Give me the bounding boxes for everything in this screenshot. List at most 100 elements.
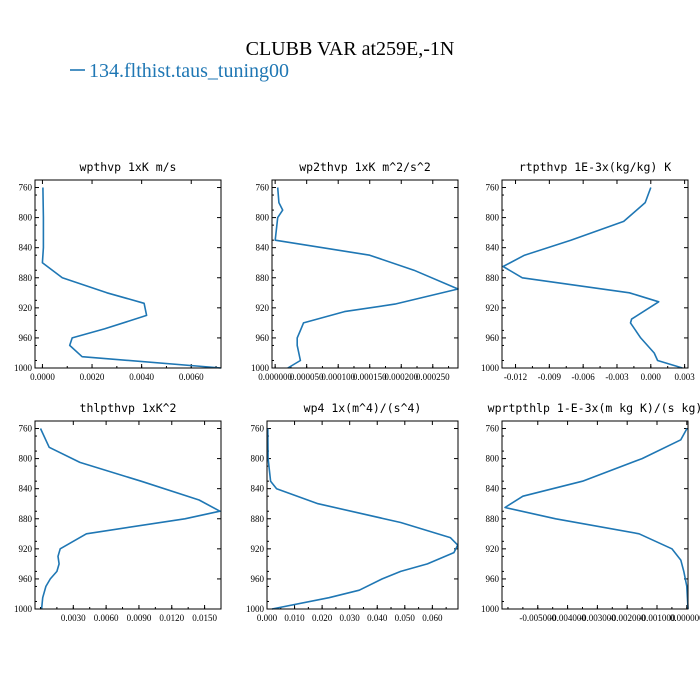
y-tick-label: 1000 bbox=[14, 604, 33, 614]
x-tick-label: 0.000050 bbox=[290, 372, 324, 382]
x-tick-label: 0.0060 bbox=[94, 613, 119, 623]
x-tick-label: 0.000000 bbox=[670, 613, 700, 623]
y-tick-label: 760 bbox=[251, 424, 265, 434]
x-tick-label: -0.005000 bbox=[519, 613, 556, 623]
panel-3: rtpthvp 1E-3x(kg/kg) K 760 800 840 880 920 960… bbox=[481, 160, 695, 382]
x-tick-label: 0.010 bbox=[284, 613, 305, 623]
y-tick-label: 840 bbox=[19, 484, 33, 494]
y-tick-label: 880 bbox=[486, 514, 500, 524]
plot-frame bbox=[271, 179, 459, 369]
plot-frame bbox=[501, 420, 689, 610]
x-tick-label: 0.000000 bbox=[258, 372, 292, 382]
x-tick-label: 0.000 bbox=[257, 613, 278, 623]
plot-frame bbox=[34, 179, 222, 369]
y-tick-label: 880 bbox=[19, 273, 33, 283]
y-tick-label: 760 bbox=[19, 424, 33, 434]
y-tick-label: 1000 bbox=[481, 604, 500, 614]
panel-title: wp4 1x(m^4)/(s^4) bbox=[304, 401, 422, 415]
y-tick-label: 880 bbox=[19, 514, 33, 524]
y-tick-label: 760 bbox=[486, 183, 500, 193]
x-tick-label: 0.060 bbox=[422, 613, 443, 623]
y-tick-label: 960 bbox=[486, 333, 500, 343]
y-tick-label: 800 bbox=[19, 213, 33, 223]
y-tick-label: 920 bbox=[256, 303, 270, 313]
series-line bbox=[39, 428, 221, 610]
series-line bbox=[504, 428, 689, 610]
y-tick-label: 960 bbox=[486, 574, 500, 584]
panel-title: wp2thvp 1xK m^2/s^2 bbox=[299, 160, 431, 174]
plot-frame bbox=[266, 420, 459, 610]
y-tick-label: 960 bbox=[256, 333, 270, 343]
panel-4: thlpthvp 1xK^2 760 800 840 880 920 960 1000 0.00… bbox=[14, 401, 222, 623]
y-tick-label: 840 bbox=[251, 484, 265, 494]
y-tick-label: 1000 bbox=[14, 363, 33, 373]
series-line bbox=[41, 187, 222, 369]
y-tick-label: 760 bbox=[19, 183, 33, 193]
y-tick-label: 840 bbox=[486, 243, 500, 253]
x-tick-label: 0.000250 bbox=[416, 372, 450, 382]
x-tick-label: 0.000150 bbox=[353, 372, 387, 382]
x-tick-label: -0.003 bbox=[605, 372, 629, 382]
y-tick-label: 800 bbox=[251, 454, 265, 464]
x-tick-label: -0.004000 bbox=[549, 613, 586, 623]
y-tick-label: 800 bbox=[486, 213, 500, 223]
x-tick-label: -0.009 bbox=[538, 372, 562, 382]
x-tick-label: 0.0040 bbox=[129, 372, 154, 382]
y-tick-label: 1000 bbox=[481, 363, 500, 373]
y-tick-label: 800 bbox=[486, 454, 500, 464]
x-tick-label: 0.0000 bbox=[30, 372, 55, 382]
x-tick-label: 0.000 bbox=[641, 372, 662, 382]
x-tick-label: 0.0060 bbox=[179, 372, 204, 382]
y-tick-label: 960 bbox=[19, 574, 33, 584]
plot-frame bbox=[34, 420, 222, 610]
panels: wpthvp 1xK m/s76080084088092096010000.00… bbox=[14, 160, 700, 623]
y-tick-label: 920 bbox=[19, 544, 33, 554]
y-tick-label: 840 bbox=[256, 243, 270, 253]
y-tick-label: 800 bbox=[256, 213, 270, 223]
y-tick-label: 760 bbox=[256, 183, 270, 193]
series-line bbox=[502, 187, 683, 369]
panel-6: wprtpthlp 1-E-3x(m kg K)/(s kg) 760 800 840… bbox=[481, 401, 700, 623]
y-tick-label: 920 bbox=[486, 544, 500, 554]
x-tick-label: 0.0020 bbox=[80, 372, 105, 382]
x-tick-label: -0.002000 bbox=[609, 613, 646, 623]
y-tick-label: 960 bbox=[19, 333, 33, 343]
x-tick-label: -0.003000 bbox=[579, 613, 616, 623]
y-tick-label: 920 bbox=[251, 544, 265, 554]
y-tick-label: 880 bbox=[486, 273, 500, 283]
panel-title: wpthvp 1xK m/s bbox=[80, 160, 177, 174]
x-tick-label: 0.050 bbox=[395, 613, 416, 623]
x-tick-label: 0.030 bbox=[340, 613, 361, 623]
panel-5: wp4 1x(m^4)/(s^4)76080084088092096010000… bbox=[246, 401, 459, 623]
y-tick-label: 840 bbox=[19, 243, 33, 253]
figure-title: CLUBB VAR at259E,-1N bbox=[246, 38, 455, 60]
y-tick-label: 920 bbox=[486, 303, 500, 313]
y-tick-label: 760 bbox=[486, 424, 500, 434]
x-tick-label: 0.020 bbox=[312, 613, 333, 623]
y-tick-label: 840 bbox=[486, 484, 500, 494]
legend-label: 134.flthist.taus_tuning00 bbox=[89, 60, 289, 82]
y-tick-label: 880 bbox=[251, 514, 265, 524]
plot-frame bbox=[501, 179, 689, 369]
x-tick-label: 0.0030 bbox=[61, 613, 86, 623]
panel-title: thlpthvp 1xK^2 bbox=[80, 401, 177, 415]
x-tick-label: 0.040 bbox=[367, 613, 388, 623]
x-tick-label: 0.000100 bbox=[321, 372, 355, 382]
y-tick-label: 880 bbox=[256, 273, 270, 283]
x-tick-label: -0.001000 bbox=[639, 613, 676, 623]
y-tick-label: 1000 bbox=[246, 604, 265, 614]
panel-2: wp2thvp 1xK m^2/s^2 760 800 840 880 920 960 100… bbox=[251, 160, 459, 382]
y-tick-label: 800 bbox=[19, 454, 33, 464]
x-tick-label: 0.0120 bbox=[159, 613, 184, 623]
x-tick-label: 0.0090 bbox=[127, 613, 152, 623]
y-tick-label: 1000 bbox=[251, 363, 270, 373]
x-tick-label: 0.000200 bbox=[384, 372, 418, 382]
panel-title: rtpthvp 1E-3x(kg/kg) K bbox=[519, 160, 671, 174]
x-tick-label: 0.0150 bbox=[192, 613, 217, 623]
legend: 134.flthist.taus_tuning00 bbox=[70, 60, 289, 82]
x-tick-label: -0.012 bbox=[504, 372, 527, 382]
y-tick-label: 960 bbox=[251, 574, 265, 584]
series-line bbox=[267, 428, 459, 610]
panel-1: wpthvp 1xK m/s76080084088092096010000.00… bbox=[14, 160, 222, 382]
